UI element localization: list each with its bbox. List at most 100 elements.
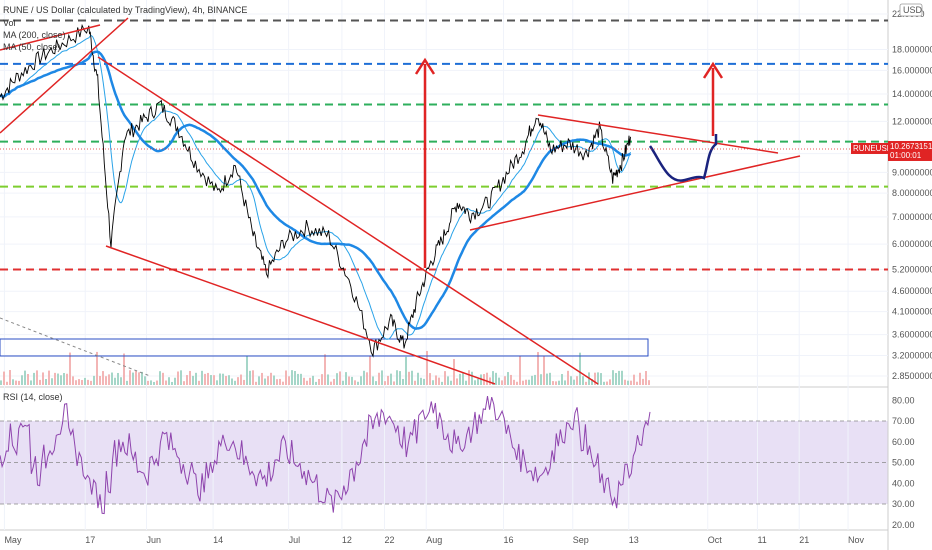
volume-bar xyxy=(69,352,71,385)
volume-bar xyxy=(486,372,488,385)
volume-bar xyxy=(528,379,530,385)
volume-bar xyxy=(102,371,104,385)
volume-bar xyxy=(354,380,356,385)
ma200-legend: MA (200, close) xyxy=(3,30,66,40)
triangle-upper xyxy=(537,114,779,154)
volume-bar xyxy=(90,380,92,385)
volume-bar xyxy=(456,378,458,385)
rising-wedge-lower xyxy=(0,24,101,51)
time-tick-label: Jun xyxy=(147,535,162,545)
rsi-tick-label: 80.00 xyxy=(892,395,915,405)
volume-bar xyxy=(51,378,53,385)
volume-bar xyxy=(81,379,83,385)
volume-bar xyxy=(324,354,326,385)
volume-bar xyxy=(249,370,251,385)
volume-bar xyxy=(297,373,299,385)
currency-button[interactable]: USD xyxy=(899,3,923,17)
volume-bar xyxy=(108,374,110,385)
volume-bar xyxy=(357,381,359,385)
volume-bar xyxy=(243,379,245,385)
ma50-legend: MA (50, close) xyxy=(3,42,61,52)
volume-bar xyxy=(48,370,50,385)
time-tick-label: Oct xyxy=(708,535,723,545)
volume-bar xyxy=(549,372,551,385)
volume-bar xyxy=(141,371,143,385)
volume-bar xyxy=(540,374,542,385)
price-tick-label: 3.2000000 xyxy=(892,350,932,360)
price-tick-label: 4.1000000 xyxy=(892,307,932,317)
volume-bar xyxy=(177,371,179,385)
volume-bar xyxy=(285,370,287,385)
volume-bar xyxy=(645,371,647,385)
volume-bar xyxy=(336,373,338,385)
volume-bar xyxy=(510,374,512,385)
price-tick-label: 6.0000000 xyxy=(892,239,932,249)
volume-bar xyxy=(453,359,455,385)
rsi-axis: 80.00 70.00 60.00 50.00 40.00 30.00 20.00 xyxy=(892,395,915,530)
volume-bar xyxy=(492,371,494,385)
volume-bar xyxy=(207,372,209,385)
falling-wedge-upper xyxy=(97,56,599,385)
volume-bar xyxy=(585,381,587,385)
volume-bar xyxy=(237,377,239,385)
price-tick-label: 8.0000000 xyxy=(892,188,932,198)
badge-price: 10.2673151 xyxy=(890,142,932,151)
time-tick-label: 17 xyxy=(85,535,95,545)
support-box xyxy=(0,317,649,377)
rising-wedge-upper xyxy=(0,17,129,134)
rsi-tick-label: 40.00 xyxy=(892,478,915,488)
volume-bar xyxy=(519,355,521,385)
price-axis: 22.000018.000000016.000000014.000000012.… xyxy=(892,9,932,381)
volume-bar xyxy=(498,377,500,385)
volume-bar xyxy=(228,375,230,385)
volume-bar xyxy=(219,373,221,385)
volume-bar xyxy=(144,376,146,385)
volume-bar xyxy=(642,378,644,385)
volume-bar xyxy=(459,373,461,385)
volume-bar xyxy=(75,380,77,385)
volume-bar xyxy=(531,375,533,385)
volume-bar xyxy=(591,379,593,385)
ma200-line xyxy=(0,50,632,330)
volume-bar xyxy=(117,372,119,385)
volume-bar xyxy=(348,376,350,385)
time-tick-label: 14 xyxy=(213,535,223,545)
volume-bar xyxy=(3,371,5,385)
volume-bar xyxy=(276,379,278,385)
volume-bar xyxy=(18,380,20,385)
volume-bar xyxy=(6,381,8,385)
volume-bar xyxy=(639,372,641,385)
price-series xyxy=(0,23,631,358)
volume-bar xyxy=(312,375,314,385)
volume-bar xyxy=(231,378,233,385)
volume-bar xyxy=(315,381,317,385)
volume-bar xyxy=(198,380,200,385)
volume-bar xyxy=(105,376,107,385)
volume-bar xyxy=(426,350,428,385)
price-tick-label: 4.6000000 xyxy=(892,286,932,296)
volume-bar xyxy=(156,380,158,385)
volume-bar xyxy=(63,372,65,385)
moving-averages xyxy=(0,34,632,340)
price-tick-label: 16.0000000 xyxy=(892,65,932,75)
currency-button-label[interactable]: USD xyxy=(903,5,923,15)
volume-bar xyxy=(555,381,557,385)
volume-bar xyxy=(378,372,380,385)
volume-bar xyxy=(615,373,617,385)
volume-bar xyxy=(60,375,62,385)
volume-bar xyxy=(306,380,308,385)
volume-bar xyxy=(165,380,167,385)
volume-bar xyxy=(54,372,56,385)
time-tick-label: 16 xyxy=(503,535,513,545)
volume-bar xyxy=(444,371,446,385)
volume-bar xyxy=(87,379,89,385)
time-axis: May 17 Jun 14 Jul 12 22 Aug 16 Sep 13 Oct 11 21 Nov xyxy=(4,535,864,545)
volume-bar xyxy=(84,377,86,385)
volume-bar xyxy=(606,381,608,385)
volume-bar xyxy=(339,371,341,385)
time-tick-label: Aug xyxy=(426,535,442,545)
volume-bar xyxy=(447,376,449,385)
vol-legend: Vol xyxy=(3,18,16,28)
volume-bar xyxy=(0,380,2,385)
